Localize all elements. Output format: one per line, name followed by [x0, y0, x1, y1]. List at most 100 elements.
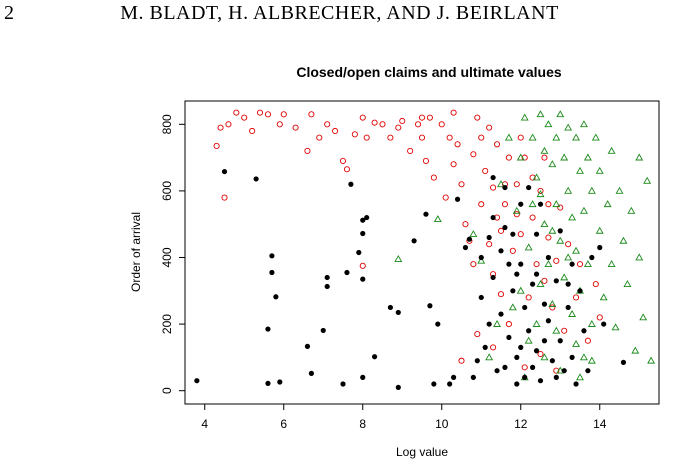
data-point-open [308, 111, 315, 118]
data-point-closed [526, 328, 532, 334]
data-point-closed [466, 236, 472, 242]
data-point-closed [360, 217, 366, 223]
data-point-open [486, 124, 493, 131]
data-point-triangle [579, 206, 588, 214]
data-point-closed [557, 338, 563, 344]
data-point-closed [348, 181, 354, 187]
data-point-open [561, 327, 568, 334]
data-point-closed [514, 354, 520, 360]
data-point-open [387, 134, 394, 141]
data-point-triangle [556, 236, 565, 244]
data-point-triangle [485, 353, 494, 361]
data-point-closed [530, 281, 536, 287]
data-point-open [458, 357, 465, 364]
data-point-triangle [639, 313, 648, 321]
data-point-open [497, 227, 505, 234]
data-point-closed [620, 359, 627, 365]
data-point-open [395, 124, 402, 131]
data-point-closed [277, 379, 283, 385]
x-tick-label: 12 [514, 417, 528, 431]
data-point-triangle [497, 180, 505, 188]
data-point-closed [526, 184, 532, 191]
page-header: 2 M. BLADT, H. ALBRECHER, AND J. BEIRLAN… [0, 0, 679, 60]
data-point-closed [494, 368, 500, 374]
page-number: 2 [4, 2, 14, 24]
data-point-triangle [552, 133, 561, 141]
data-point-closed [601, 321, 607, 327]
data-point-closed [451, 374, 457, 380]
data-point-triangle [556, 110, 565, 118]
data-point-triangle [536, 110, 545, 118]
data-point-closed [478, 254, 484, 261]
data-point-triangle [532, 319, 541, 327]
data-point-open [418, 114, 426, 121]
data-point-open [430, 174, 437, 181]
data-point-triangle [607, 260, 616, 268]
data-point-open [241, 114, 248, 121]
data-point-triangle [469, 230, 478, 238]
data-point-triangle [512, 206, 521, 214]
data-point-open [549, 304, 556, 311]
data-point-triangle [564, 123, 573, 131]
data-point-closed [589, 254, 595, 261]
data-point-closed [549, 358, 555, 364]
data-point-open [343, 166, 351, 173]
data-point-triangle [647, 356, 656, 364]
data-point-open [426, 114, 433, 121]
data-point-triangle [643, 176, 652, 184]
data-point-open [565, 241, 572, 248]
data-point-closed [502, 184, 508, 191]
data-point-triangle [516, 153, 525, 161]
data-point-triangle [579, 120, 588, 128]
data-point-open [422, 157, 430, 164]
data-point-open [529, 214, 536, 221]
data-point-open [399, 117, 406, 125]
data-point-closed [569, 261, 575, 267]
data-point-closed [585, 368, 591, 374]
data-point-open [450, 161, 457, 168]
data-point-triangle [595, 166, 604, 174]
data-point-triangle [587, 356, 596, 364]
data-point-closed [533, 271, 540, 277]
data-point-open [470, 261, 477, 268]
data-point-triangle [536, 280, 545, 287]
data-point-triangle [615, 186, 624, 194]
data-point-open [541, 277, 548, 284]
data-point-triangle [544, 120, 553, 128]
data-point-closed [462, 244, 469, 251]
data-point-open [490, 184, 497, 191]
data-point-closed [387, 304, 393, 311]
data-point-triangle [599, 293, 608, 301]
data-point-closed [431, 381, 437, 387]
data-point-triangle [595, 226, 604, 234]
data-point-closed [454, 196, 461, 202]
data-point-closed [545, 318, 552, 324]
data-point-triangle [611, 323, 620, 331]
data-point-open [474, 331, 481, 338]
data-point-open [501, 201, 509, 208]
chart-title: Closed/open claims and ultimate values [296, 64, 562, 80]
data-point-closed [530, 364, 536, 370]
data-point-closed [545, 254, 552, 261]
data-point-closed [395, 384, 401, 390]
data-point-closed [565, 281, 571, 287]
data-point-open [533, 261, 540, 268]
data-point-triangle [572, 246, 581, 254]
data-point-closed [221, 168, 228, 175]
data-point-closed [372, 354, 378, 360]
data-point-open [509, 247, 516, 254]
data-point-open [541, 154, 548, 161]
data-point-closed [506, 334, 512, 341]
data-point-closed [364, 214, 370, 221]
y-tick-label: 400 [160, 247, 174, 267]
data-point-closed [533, 348, 540, 354]
y-tick-label: 200 [160, 314, 174, 334]
data-point-open [497, 291, 505, 298]
data-point-open [584, 337, 591, 344]
data-point-closed [340, 381, 346, 387]
data-point-triangle [560, 153, 569, 161]
data-point-open [324, 121, 331, 128]
data-point-closed [344, 269, 350, 276]
data-point-closed [447, 381, 453, 387]
